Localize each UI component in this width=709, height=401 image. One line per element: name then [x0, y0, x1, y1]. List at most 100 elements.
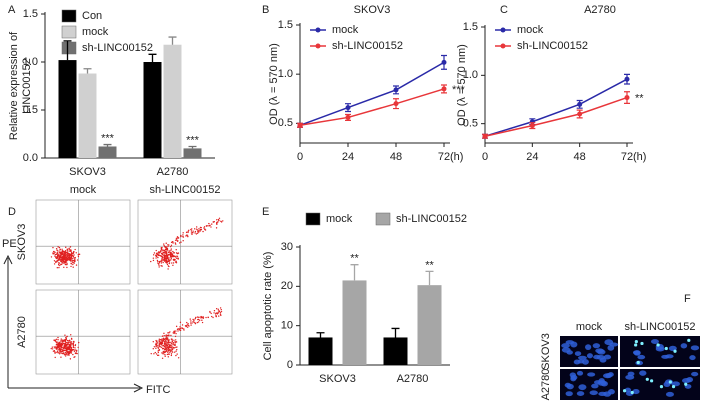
event-dot [160, 254, 162, 257]
line [299, 61, 445, 127]
event-dot [173, 331, 175, 333]
event-dot [161, 342, 164, 345]
event-dot [191, 322, 193, 324]
event-dot [56, 267, 59, 269]
event-dot [175, 261, 178, 264]
event-dot [59, 257, 61, 259]
line [484, 96, 628, 137]
event-dot [200, 228, 203, 231]
event-dot [214, 313, 217, 315]
event-dot [58, 351, 60, 353]
marker [577, 111, 583, 117]
y-tick-label: 20 [281, 280, 293, 292]
legend-label: sh-LINC00152 [396, 213, 467, 225]
event-dot [170, 248, 173, 250]
y-tick-label: 1.5 [463, 21, 478, 33]
error-bar [188, 145, 197, 149]
event-dot [70, 250, 72, 253]
event-dot [168, 250, 170, 252]
event-dot [165, 259, 168, 261]
event-dot [54, 347, 56, 349]
event-dot [190, 320, 192, 322]
event-dot [212, 316, 214, 319]
event-dot [78, 341, 80, 344]
event-dot [158, 349, 161, 351]
event-dot [189, 318, 191, 320]
event-dot [175, 237, 178, 240]
event-dot [61, 257, 63, 260]
event-dot [71, 253, 73, 255]
event-dot [61, 253, 64, 256]
event-dot [157, 260, 159, 263]
event-dot [164, 353, 166, 356]
nucleus [576, 391, 585, 397]
event-dot [192, 321, 194, 323]
event-dot [170, 251, 172, 253]
event-dot [174, 259, 176, 261]
row-label: A2780 [16, 316, 28, 348]
bar [417, 285, 442, 365]
event-dot [190, 232, 193, 234]
event-dot [220, 308, 222, 311]
event-dot [155, 342, 157, 345]
event-dot [63, 349, 65, 352]
event-dot [177, 240, 179, 242]
event-dot [171, 338, 173, 340]
apoptotic-spot [664, 346, 668, 351]
event-dot [67, 252, 70, 255]
marker [345, 114, 351, 120]
event-dot [161, 265, 163, 267]
event-dot [170, 255, 172, 257]
event-dot [71, 254, 73, 257]
event-dot [197, 231, 200, 233]
nucleus [655, 346, 665, 352]
row-label: A2780 [540, 369, 552, 401]
row-label: SKOV3 [540, 333, 552, 370]
event-dot [57, 336, 59, 339]
event-dot [169, 331, 171, 333]
flow-plot [137, 289, 233, 375]
event-dot [194, 228, 196, 230]
flow-plot [137, 199, 233, 285]
error-bar [83, 68, 92, 74]
nucleus [603, 354, 612, 360]
chart-title: SKOV3 [354, 4, 391, 16]
nucleus [593, 354, 601, 360]
event-dot [58, 264, 60, 267]
event-dot [65, 348, 68, 350]
error-bar [391, 327, 400, 338]
event-dot [172, 346, 175, 349]
event-dot [154, 351, 157, 354]
event-dot [174, 341, 177, 344]
event-dot [66, 352, 68, 354]
event-dot [160, 344, 162, 346]
marker [393, 101, 399, 107]
apoptotic-spot [668, 380, 672, 384]
event-dot [62, 260, 64, 263]
event-dot [218, 217, 221, 219]
event-dot [66, 350, 68, 353]
nucleus [633, 350, 641, 356]
event-dot [166, 344, 168, 346]
event-dot [196, 229, 199, 231]
event-dot [58, 259, 60, 261]
event-dot [51, 348, 54, 350]
y-axis-label: OD (λ = 570 nm) [268, 43, 280, 125]
event-dot [196, 232, 199, 235]
x-tick-label: 0 [297, 151, 303, 163]
event-dot [60, 352, 62, 354]
event-dot [169, 245, 172, 248]
event-dot [57, 250, 59, 252]
legend-label: sh-LINC00152 [517, 40, 588, 52]
legend-swatch [61, 25, 77, 39]
event-dot [70, 263, 72, 265]
event-dot [178, 242, 181, 244]
event-dot [77, 255, 80, 258]
event-dot [168, 251, 171, 253]
event-dot [195, 226, 198, 228]
nucleus [637, 354, 646, 360]
nucleus [592, 343, 601, 349]
event-dot [170, 259, 172, 261]
event-dot [209, 224, 211, 227]
